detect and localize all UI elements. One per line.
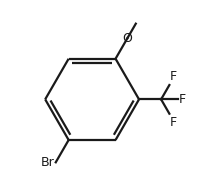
Text: F: F [170,116,177,129]
Text: F: F [179,93,186,106]
Text: Br: Br [41,156,55,169]
Text: O: O [123,31,132,45]
Text: F: F [170,70,177,83]
